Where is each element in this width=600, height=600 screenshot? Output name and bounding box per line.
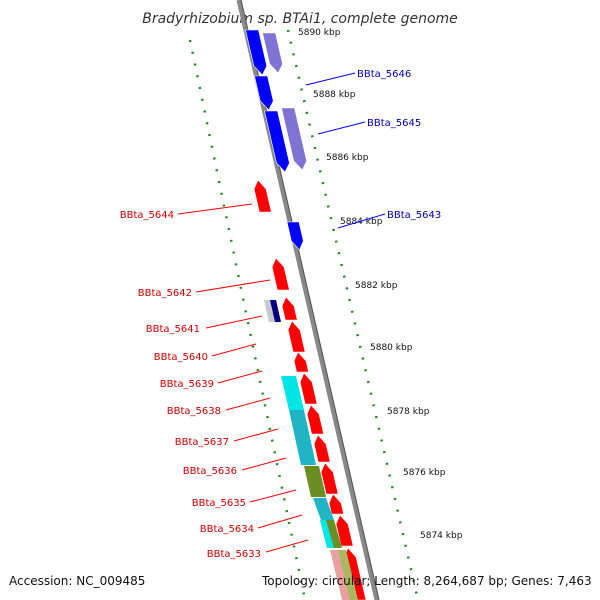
tick-label: 5884 kbp xyxy=(340,217,383,227)
reverse-gene-5641 xyxy=(281,296,298,321)
tick-label: 5878 kbp xyxy=(387,407,430,417)
tick-label: 5882 kbp xyxy=(355,281,398,291)
reverse-gene-5636 xyxy=(313,434,331,463)
gene-feature-navy xyxy=(270,300,281,322)
leader-line xyxy=(305,72,356,86)
reverse-gene-label: BBta_5644 xyxy=(120,210,174,221)
reverse-gene-label: BBta_5642 xyxy=(138,288,192,299)
tick-label: 5888 kbp xyxy=(313,90,356,100)
gene-feature-gray xyxy=(264,300,275,322)
gene-feature-olive xyxy=(326,520,342,548)
leader-line xyxy=(195,279,271,293)
reverse-gene-5642 xyxy=(271,257,290,291)
reverse-gene-label: BBta_5635 xyxy=(192,498,246,509)
tick-label: 5876 kbp xyxy=(403,468,446,478)
leader-line xyxy=(233,428,279,442)
leader-line xyxy=(211,343,257,357)
reverse-gene-label: BBta_5636 xyxy=(183,466,237,477)
genome-title: Bradyrhizobium sp. BTAi1, complete genom… xyxy=(142,11,458,27)
genome-summary: Topology: circular; Length: 8,264,687 bp… xyxy=(262,574,592,588)
tick-label: 5886 kbp xyxy=(326,153,369,163)
leader-line xyxy=(217,370,263,384)
reverse-gene-5639 xyxy=(293,351,309,373)
reverse-gene-5635 xyxy=(320,462,339,495)
leader-line xyxy=(205,315,263,329)
forward-gene-5646b xyxy=(254,75,274,111)
gene-feature-teal xyxy=(313,498,334,520)
tick-label: 5874 kbp xyxy=(420,531,463,541)
gene-feature-overlay xyxy=(262,32,283,74)
reverse-gene-5637 xyxy=(306,404,325,435)
reverse-gene-label: BBta_5633 xyxy=(207,549,261,560)
reverse-gene-5634 xyxy=(328,493,344,515)
reverse-gene-5644 xyxy=(253,179,272,213)
forward-gene-5646 xyxy=(245,29,268,76)
leader-line xyxy=(177,203,253,215)
gene-feature-pink xyxy=(330,550,352,600)
forward-gene-label: BBta_5643 xyxy=(387,210,441,221)
forward-gene-5645 xyxy=(264,110,290,173)
outer-dotted-track xyxy=(286,29,420,600)
reverse-gene-5640 xyxy=(287,320,306,353)
tick-label: 5890 kbp xyxy=(298,28,341,38)
gene-feature-teal xyxy=(289,410,316,465)
gene-feature-olive xyxy=(338,550,358,600)
leader-line xyxy=(317,121,366,135)
accession-label: Accession: NC_009485 xyxy=(9,574,146,588)
gene-feature-overlay xyxy=(281,107,308,171)
reverse-gene-label: BBta_5639 xyxy=(160,379,214,390)
tick-label: 5880 kbp xyxy=(370,343,413,353)
forward-gene-label: BBta_5645 xyxy=(367,118,421,129)
reverse-gene-label: BBta_5638 xyxy=(167,406,221,417)
forward-gene-label: BBta_5646 xyxy=(357,69,411,80)
reverse-gene-5633 xyxy=(335,514,354,547)
reverse-gene-label: BBta_5641 xyxy=(146,324,200,335)
leader-line xyxy=(257,514,303,529)
leader-line xyxy=(241,457,287,471)
forward-gene-5643 xyxy=(286,221,304,251)
gene-feature-olive xyxy=(304,466,326,497)
gene-feature-cyan xyxy=(281,376,304,410)
leader-line xyxy=(337,213,386,229)
reverse-gene-label: BBta_5634 xyxy=(200,524,254,535)
reverse-gene-5638 xyxy=(299,372,318,405)
leader-line xyxy=(225,397,271,411)
reverse-gene-label: BBta_5637 xyxy=(175,437,229,448)
leader-line xyxy=(249,489,297,503)
leader-line xyxy=(265,539,309,553)
reverse-gene-label: BBta_5640 xyxy=(154,352,208,363)
